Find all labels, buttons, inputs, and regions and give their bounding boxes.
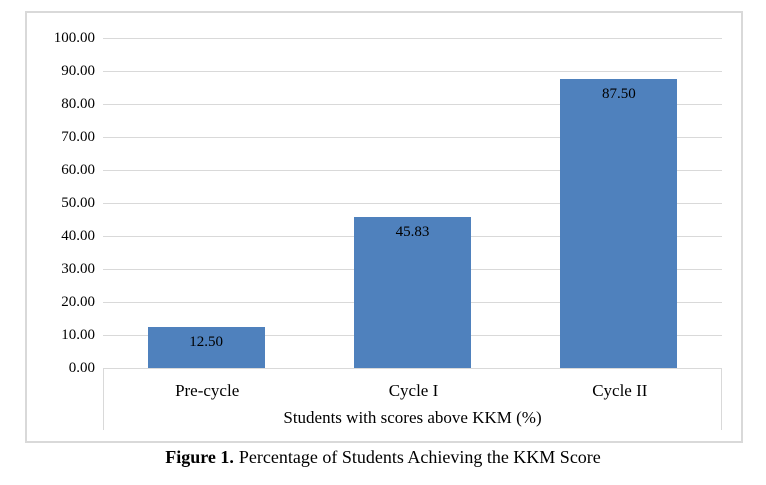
gridline — [103, 137, 722, 138]
x-category-label: Cycle II — [592, 381, 648, 400]
y-tick-label: 90.00 — [61, 63, 95, 79]
bar: 12.50 — [147, 326, 265, 368]
y-tick-label: 0.00 — [68, 360, 95, 376]
y-tick-label: 80.00 — [61, 96, 95, 112]
y-axis-tick-labels: 0.00 10.00 20.00 30.00 40.00 50.00 60.00 70.00 8… — [27, 13, 95, 441]
bar: 87.50 — [560, 79, 678, 368]
figure-caption-prefix: Figure 1. — [165, 447, 234, 467]
y-tick-label: 40.00 — [61, 228, 95, 244]
y-tick-label: 20.00 — [61, 294, 95, 310]
y-tick-label: 70.00 — [61, 129, 95, 145]
y-tick-label: 50.00 — [61, 195, 95, 211]
gridline — [103, 170, 722, 171]
gridline — [103, 203, 722, 204]
x-axis-label-box: Students with scores above KKM (%) Pre-c… — [103, 368, 722, 430]
gridline — [103, 38, 722, 39]
gridline — [103, 71, 722, 72]
bar-value-label: 87.50 — [601, 86, 636, 103]
figure-caption-text: Percentage of Students Achieving the KKM… — [238, 447, 601, 467]
x-axis-title: Students with scores above KKM (%) — [283, 408, 542, 427]
figure-caption: Figure 1. Percentage of Students Achievin… — [0, 446, 766, 468]
bar-value-label: 12.50 — [189, 333, 224, 350]
x-category-label: Cycle I — [388, 381, 439, 400]
bar-value-label: 45.83 — [395, 223, 430, 240]
y-tick-label: 60.00 — [61, 162, 95, 178]
y-tick-label: 100.00 — [53, 30, 95, 46]
bar: 45.83 — [354, 216, 471, 368]
y-tick-label: 30.00 — [61, 261, 95, 277]
gridline — [103, 104, 722, 105]
plot-area: 12.50 45.83 87.50 — [103, 38, 722, 369]
chart-frame: 0.00 10.00 20.00 30.00 40.00 50.00 60.00 70.00 8… — [25, 11, 743, 443]
y-tick-label: 10.00 — [61, 327, 95, 343]
x-category-label: Pre-cycle — [175, 381, 240, 400]
